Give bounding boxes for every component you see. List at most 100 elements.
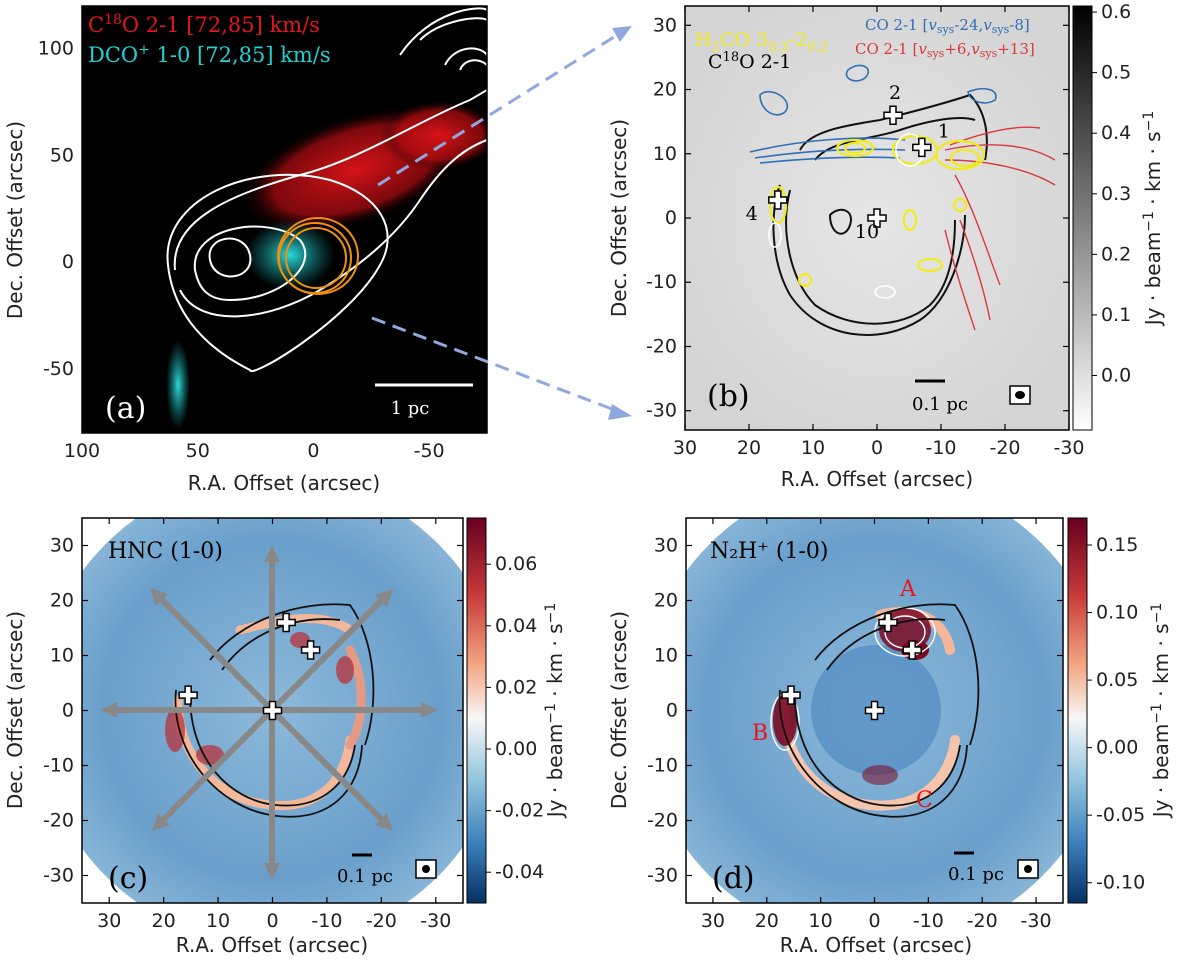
y-tick-label: 50 (50, 144, 74, 166)
y-tick-label: 100 (38, 38, 74, 60)
y-tick-label: -50 (43, 358, 74, 380)
source-label: 2 (889, 82, 901, 104)
x-tick-label: 0 (871, 437, 883, 459)
x-tick-label: -10 (925, 437, 956, 459)
orange-ring-contours (277, 217, 359, 295)
source-marker (276, 612, 296, 633)
colorbar-tick-label: 0.1 (1101, 304, 1131, 326)
ticks-d: 30 20 10 0 -10 -20 -30 30 20 10 0 -10 -20 -30 (647, 518, 1063, 932)
ylabel-d: Dec. Offset (arcsec) (607, 611, 631, 809)
x-tick-label: -30 (1053, 437, 1084, 459)
x-tick-label: 10 (801, 437, 825, 459)
xlabel-b: R.A. Offset (arcsec) (781, 467, 973, 491)
panel-c-label: (c) (108, 861, 148, 896)
colorbar-tick-label: 0.0 (1101, 364, 1131, 386)
y-tick-label: 20 (50, 590, 74, 612)
x-tick-label: 30 (97, 910, 121, 932)
colorbar-tick-label: 0.02 (495, 676, 537, 698)
annotation-a: A (899, 577, 917, 602)
x-tick-label: -50 (414, 440, 445, 462)
colorbar-b (1072, 5, 1093, 431)
c18o-emission-east (380, 100, 487, 170)
annotation-c: C (916, 788, 933, 813)
y-tick-label: -10 (647, 755, 678, 777)
x-tick-label: 0 (307, 440, 319, 462)
ticks-a: 100 50 0 -50 100 50 0 -50 (38, 6, 487, 462)
panel-a-label: (a) (105, 391, 146, 426)
colorbar-tick-label: 0.4 (1101, 122, 1131, 144)
y-tick-label: -30 (646, 400, 677, 422)
colorbar-tick-label: 0.2 (1101, 243, 1131, 265)
source-marker (781, 685, 801, 705)
colorbar-tick-label: 0.04 (495, 615, 537, 637)
annotation-b: B (752, 721, 768, 746)
x-tick-label: -30 (1021, 910, 1052, 932)
y-tick-label: -10 (646, 271, 677, 293)
ylabel-c: Dec. Offset (arcsec) (3, 611, 27, 809)
panel-d-label: (d) (712, 861, 755, 896)
y-tick-label: 20 (654, 590, 678, 612)
panel-c-title: HNC (1-0) (108, 539, 223, 564)
colorbar-tick-label: -0.04 (495, 861, 544, 883)
scalebar-b-label: 0.1 pc (912, 394, 968, 415)
scalebar-d-label: 0.1 pc (948, 864, 1004, 885)
zoom-arrows (371, 26, 632, 420)
x-tick-label: 30 (673, 437, 697, 459)
x-tick-label: 20 (737, 437, 761, 459)
y-tick-label: -10 (43, 755, 74, 777)
colorbar-d (1067, 517, 1088, 904)
panel-d: A B C 0.1 pc (d) N₂H⁺ (1-0) 0.15 0.10 0.05… (607, 517, 1173, 957)
colorbar-tick-label: -0.05 (1096, 804, 1145, 826)
direction-arrows (110, 555, 428, 870)
x-tick-label: 20 (152, 910, 176, 932)
xlabel-c: R.A. Offset (arcsec) (176, 933, 368, 957)
source-label: 10 (855, 221, 879, 243)
colorbar-tick-label: 0.00 (495, 738, 537, 760)
x-tick-label: 0 (868, 910, 880, 932)
colorbar-tick-label: -0.02 (495, 800, 544, 822)
panel-b-label: (b) (707, 379, 750, 414)
legend-b-h2co: H2CO 30,3-20,2 (695, 29, 828, 55)
y-tick-label: 20 (653, 79, 677, 101)
y-tick-label: 0 (665, 207, 677, 229)
panel-a: 1 pc (a) C18O 2-1 [72,85] km/s DCO+ 1-0 … (3, 5, 488, 495)
colorbar-b-label: Jy · beam−1 · km · s−1 (1141, 111, 1165, 327)
x-tick-label: -30 (420, 910, 451, 932)
x-tick-label: 50 (186, 440, 210, 462)
y-tick-label: 0 (62, 700, 74, 722)
legend-b-co-blue: CO 2-1 [vsys-24,vsys-8] (865, 16, 1030, 36)
x-tick-label: 30 (701, 910, 725, 932)
source-marker (878, 612, 898, 633)
x-tick-label: 10 (206, 910, 230, 932)
y-tick-label: 10 (50, 645, 74, 667)
source-marker (902, 640, 922, 660)
dco-emission-south (166, 340, 190, 430)
x-tick-label: -10 (913, 910, 944, 932)
y-tick-label: 0 (666, 700, 678, 722)
x-tick-label: -20 (967, 910, 998, 932)
x-tick-label: 20 (755, 910, 779, 932)
h2co-contours (768, 134, 986, 288)
sources-b: 1 2 4 10 (746, 82, 950, 243)
panel-c: 0.1 pc (c) HNC (1-0) 0.06 0.04 0.02 0.00 -0.… (3, 517, 567, 957)
scalebar-c-label: 0.1 pc (337, 866, 393, 887)
colorbar-tick-label: 0.06 (495, 553, 537, 575)
c18o-contours-b (772, 93, 988, 336)
legend-b-co-red: CO 2-1 [vsys+6,vsys+13] (855, 40, 1035, 60)
sources-d (781, 612, 922, 721)
y-tick-label: 10 (653, 143, 677, 165)
legend-a-dco: DCO+ 1-0 [72,85] km/s (88, 42, 331, 67)
legend-b-c18o: C18O 2-1 (708, 50, 791, 73)
co-blue-contours (749, 64, 997, 164)
y-tick-label: -20 (647, 810, 678, 832)
legend-a-c18o: C18O 2-1 [72,85] km/s (88, 12, 320, 37)
x-tick-label: 0 (266, 910, 278, 932)
y-tick-label: 30 (654, 535, 678, 557)
source-marker (883, 105, 903, 125)
source-marker (768, 190, 788, 210)
y-tick-label: 0 (62, 251, 74, 273)
ticks-c: 30 20 10 0 -10 -20 -30 30 20 10 0 -10 -20 -30 (43, 518, 463, 932)
ylabel-b: Dec. Offset (arcsec) (607, 119, 631, 317)
colorbar-c-ticks: 0.06 0.04 0.02 0.00 -0.02 -0.04 (486, 553, 544, 883)
colorbar-tick-label: 0.00 (1096, 737, 1138, 759)
